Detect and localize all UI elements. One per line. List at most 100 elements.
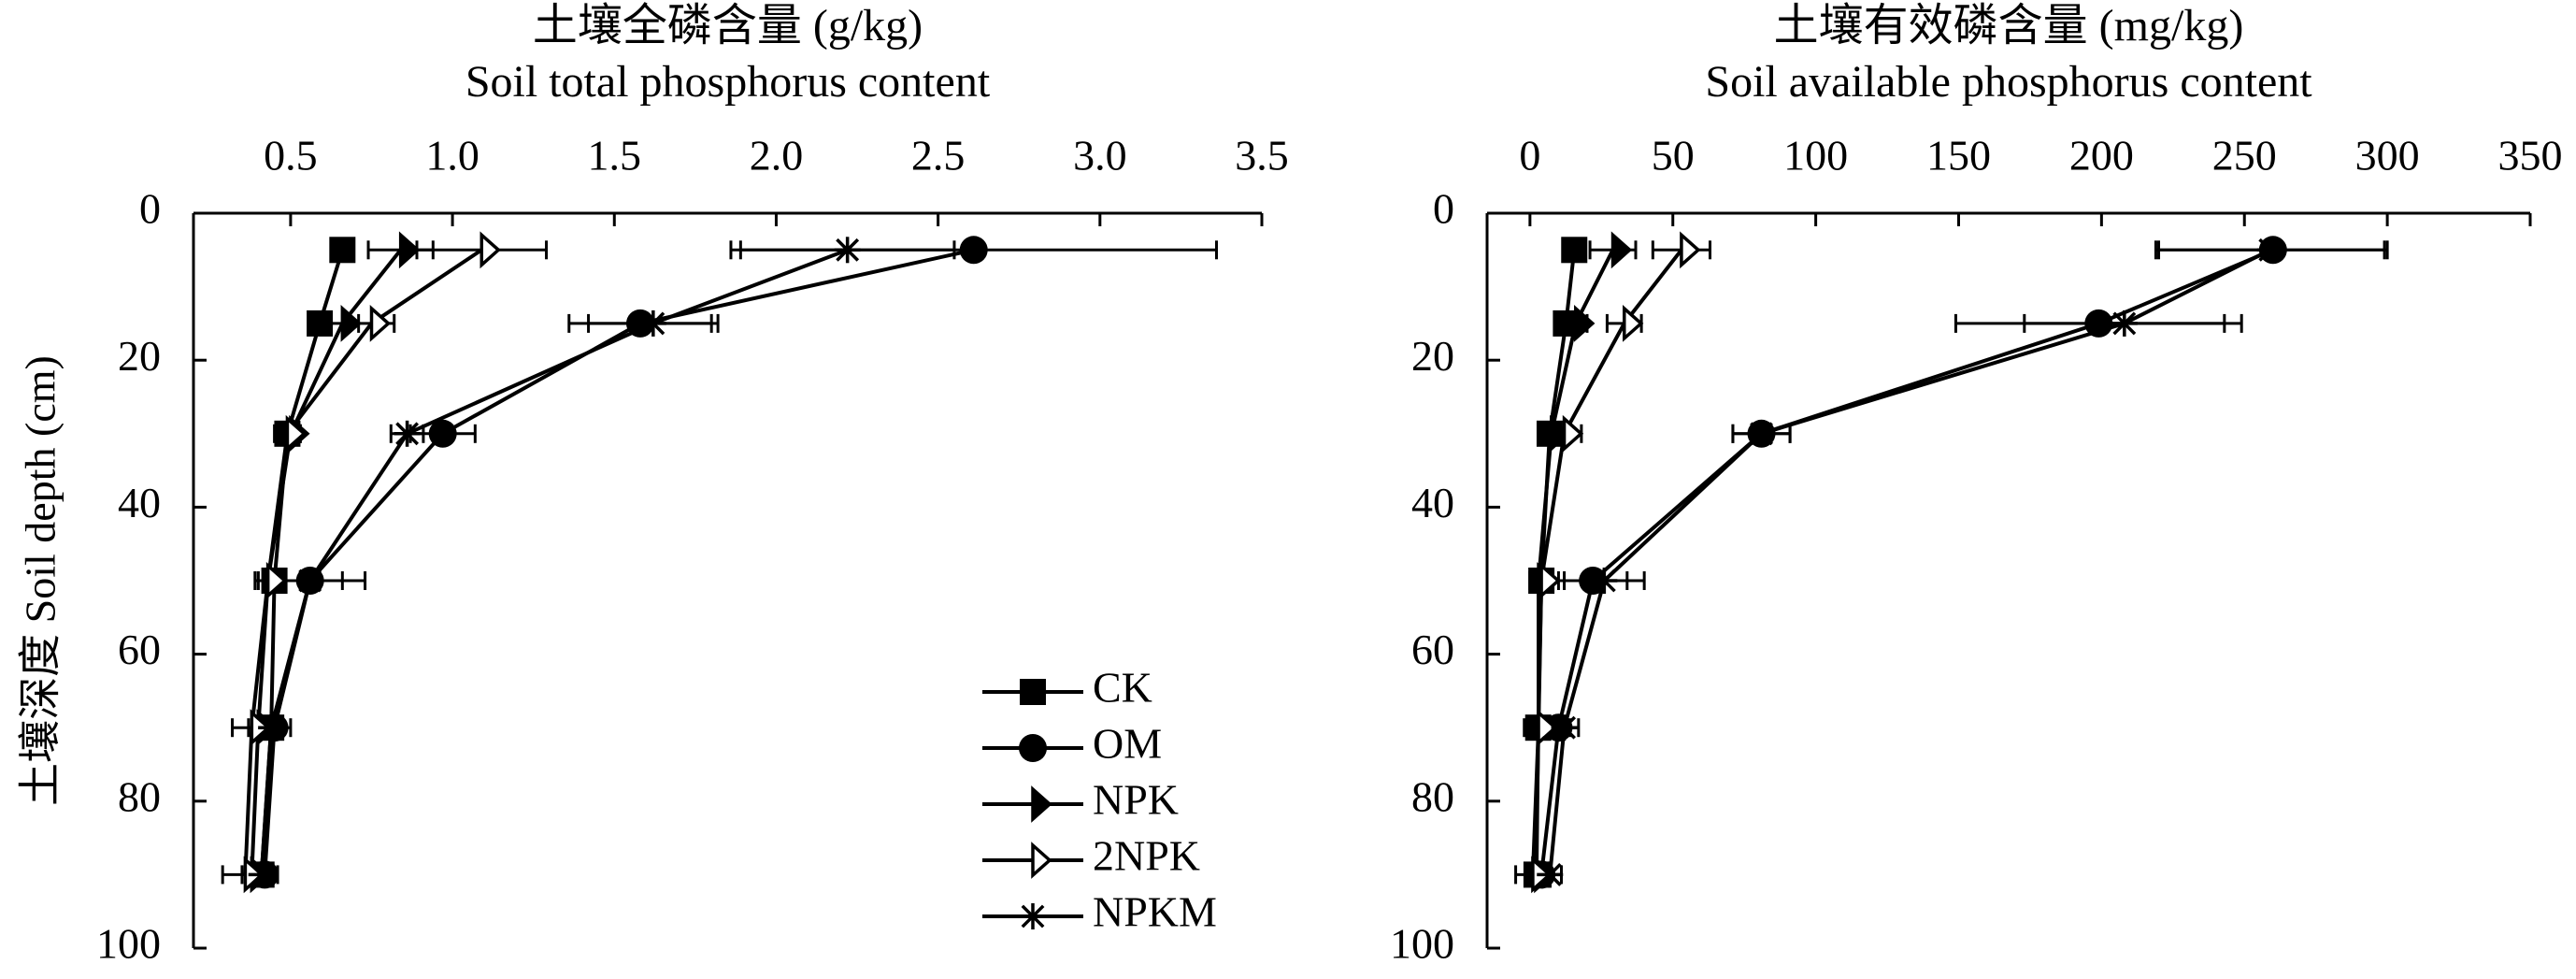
y-tick-label: 80 bbox=[1411, 772, 1454, 820]
x-tick-label: 100 bbox=[1783, 132, 1848, 180]
data-point bbox=[428, 419, 457, 448]
data-point bbox=[1551, 714, 1578, 741]
x-tick-label: 2.0 bbox=[750, 132, 804, 180]
x-tick-label: 200 bbox=[2069, 132, 2134, 180]
y-tick-label: 60 bbox=[118, 626, 161, 673]
marker-shape bbox=[959, 236, 988, 265]
marker-shape bbox=[395, 422, 420, 446]
x-tick-label: 50 bbox=[1652, 132, 1695, 180]
y-tick-label: 40 bbox=[1411, 479, 1454, 526]
y-tick-label: 0 bbox=[139, 185, 161, 233]
series-line bbox=[263, 248, 975, 875]
marker-shape bbox=[1020, 679, 1046, 705]
data-point bbox=[265, 562, 288, 599]
marker-shape bbox=[1550, 414, 1571, 453]
series-line bbox=[1548, 248, 2271, 875]
data-point bbox=[296, 568, 323, 594]
marker-shape bbox=[479, 231, 501, 269]
x-tick-label: 0.5 bbox=[264, 132, 318, 180]
x-tick-label: 2.5 bbox=[911, 132, 966, 180]
marker-shape bbox=[1019, 734, 1047, 762]
chart-subtitle: Soil available phosphorus content bbox=[1705, 57, 2312, 107]
legend-label: 2NPK bbox=[1093, 832, 1200, 880]
marker-shape bbox=[307, 310, 334, 337]
legend-marker bbox=[1031, 842, 1052, 879]
y-tick-label: 20 bbox=[118, 332, 161, 380]
series-line bbox=[1530, 249, 1683, 875]
marker-shape bbox=[1561, 237, 1588, 264]
series-line bbox=[259, 248, 849, 875]
data-point bbox=[258, 714, 285, 741]
data-point bbox=[394, 420, 421, 447]
series-line bbox=[1534, 250, 1577, 875]
marker-shape bbox=[259, 715, 283, 740]
data-point bbox=[1680, 231, 1701, 269]
x-tick-label: 350 bbox=[2498, 132, 2563, 180]
marker-shape bbox=[1031, 842, 1052, 879]
marker-shape bbox=[265, 562, 288, 599]
marker-shape bbox=[285, 414, 308, 453]
data-point bbox=[1550, 414, 1571, 453]
chart-subtitle: Soil total phosphorus content bbox=[465, 57, 991, 107]
marker-shape bbox=[1562, 414, 1584, 453]
marker-shape bbox=[1610, 231, 1633, 269]
data-point bbox=[2084, 309, 2113, 338]
data-point bbox=[1562, 414, 1584, 453]
series-line bbox=[243, 248, 483, 875]
marker-shape bbox=[2084, 309, 2113, 338]
data-point bbox=[248, 861, 275, 888]
y-tick-label: 80 bbox=[118, 772, 161, 820]
marker-shape bbox=[329, 237, 356, 264]
x-tick-label: 3.5 bbox=[1235, 132, 1289, 180]
data-point bbox=[834, 237, 861, 264]
marker-shape bbox=[1623, 305, 1644, 342]
data-point bbox=[1591, 568, 1618, 594]
data-point bbox=[2256, 237, 2283, 264]
legend-label: NPK bbox=[1093, 776, 1179, 824]
data-point bbox=[1537, 709, 1558, 747]
data-point bbox=[1537, 861, 1564, 888]
marker-shape bbox=[1750, 422, 1773, 446]
legend-marker bbox=[1020, 903, 1046, 929]
marker-shape bbox=[398, 231, 421, 269]
data-point bbox=[639, 310, 666, 337]
x-tick-label: 1.5 bbox=[588, 132, 642, 180]
marker-shape bbox=[1021, 904, 1045, 929]
marker-shape bbox=[428, 419, 457, 448]
data-point bbox=[329, 237, 356, 264]
marker-shape bbox=[1553, 715, 1576, 740]
marker-shape bbox=[1680, 231, 1701, 269]
legend-label: CK bbox=[1093, 664, 1152, 712]
series-line bbox=[1533, 249, 1615, 875]
y-tick-label: 20 bbox=[1411, 332, 1454, 380]
y-tick-label: 60 bbox=[1411, 626, 1454, 673]
chart-title: 土壤有效磷含量 (mg/kg) bbox=[1774, 1, 2244, 50]
marker-shape bbox=[1574, 305, 1596, 342]
chart-title: 土壤全磷含量 (g/kg) bbox=[533, 1, 923, 50]
data-point bbox=[1748, 420, 1775, 447]
data-point bbox=[1561, 237, 1588, 264]
series-line bbox=[259, 249, 345, 875]
marker-shape bbox=[836, 238, 860, 262]
legend-marker bbox=[1019, 734, 1047, 762]
marker-shape bbox=[1539, 562, 1561, 599]
legend-label: OM bbox=[1093, 720, 1162, 768]
data-point bbox=[369, 305, 392, 342]
y-tick-label: 100 bbox=[1390, 920, 1454, 968]
y-tick-label: 100 bbox=[96, 920, 161, 968]
marker-shape bbox=[1537, 709, 1558, 747]
data-point bbox=[1539, 562, 1561, 599]
y-tick-label: 40 bbox=[118, 479, 161, 526]
y-tick-label: 0 bbox=[1433, 185, 1454, 233]
legend-marker bbox=[1031, 785, 1052, 823]
x-tick-label: 3.0 bbox=[1073, 132, 1127, 180]
series-line bbox=[1539, 248, 2274, 875]
marker-shape bbox=[250, 862, 274, 886]
marker-shape bbox=[298, 569, 322, 593]
data-point bbox=[398, 231, 421, 269]
data-point bbox=[1610, 231, 1633, 269]
marker-shape bbox=[1538, 862, 1562, 886]
data-point bbox=[1574, 305, 1596, 342]
